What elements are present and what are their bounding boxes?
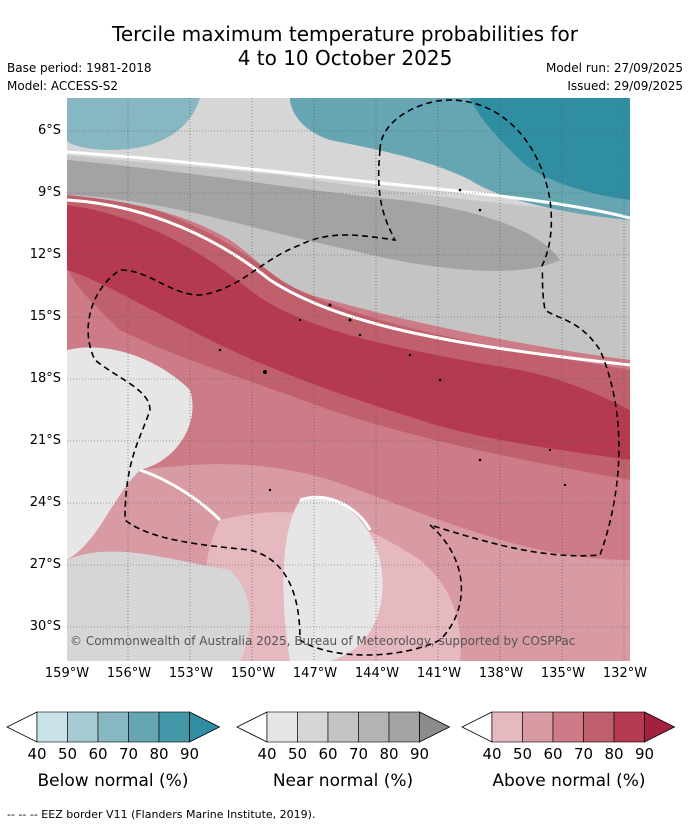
lat-label: 9°S: [37, 185, 61, 200]
map-field: [67, 98, 630, 661]
below-legend-min-arrow: [6, 711, 38, 743]
lat-label: 6°S: [37, 123, 61, 138]
lon-label: 135°W: [540, 666, 586, 681]
field-near-lowerleft: [67, 347, 193, 560]
legend-above-label: Above normal (%): [492, 771, 646, 791]
near-legend-swatch: [327, 711, 359, 743]
near-legend-tick: 80: [379, 745, 399, 763]
lon-label: 132°W: [602, 666, 648, 681]
model-name: Model: ACCESS-S2: [7, 79, 119, 93]
near-legend-tick: 50: [287, 745, 308, 763]
field-near-dark: [67, 160, 560, 271]
eez-border: [87, 99, 620, 656]
field-above-strongest: [67, 205, 630, 460]
field-near-bottomleft: [67, 551, 250, 661]
below-legend-tick: 90: [179, 745, 200, 763]
contour-middle: [67, 198, 630, 367]
above-legend-tick: 60: [543, 745, 563, 763]
below-legend-tick: 70: [118, 745, 139, 763]
near-legend-tick: 60: [318, 745, 338, 763]
near-legend-swatch: [266, 711, 298, 743]
model-run: Model run: 27/09/2025: [545, 61, 683, 75]
title-line-2: 4 to 10 October 2025: [237, 46, 453, 70]
above-legend-max-arrow: [644, 711, 676, 743]
lon-label: 150°W: [230, 666, 276, 681]
issued-date: Issued: 29/09/2025: [567, 79, 683, 93]
above-legend-swatch: [522, 711, 554, 743]
title-line-1: Tercile maximum temperature probabilitie…: [112, 22, 578, 46]
lat-label: 30°S: [29, 619, 61, 634]
contour-north: [67, 150, 630, 220]
above-legend-tick: 90: [634, 745, 655, 763]
near-legend-tick: 70: [348, 745, 369, 763]
lat-label: 12°S: [29, 247, 61, 262]
field-below-northwest: [67, 98, 200, 150]
near-legend-tick: 40: [257, 745, 277, 763]
below-legend-tick: 60: [88, 745, 108, 763]
near-legend-swatch: [297, 711, 329, 743]
legend-colorbars: [6, 711, 676, 743]
near-legend-swatch: [388, 711, 420, 743]
near-legend-swatch: [358, 711, 390, 743]
below-legend-tick: 40: [27, 745, 47, 763]
lon-label: 147°W: [292, 666, 338, 681]
above-legend-tick: 80: [604, 745, 624, 763]
lon-label: 141°W: [416, 666, 462, 681]
lat-label: 24°S: [29, 495, 61, 510]
islands: [218, 188, 567, 492]
below-legend-swatch: [158, 711, 190, 743]
above-legend-tick: 40: [482, 745, 502, 763]
meta-right: Model run: 27/09/2025 Issued: 29/09/2025: [546, 59, 683, 95]
lon-label: 159°W: [44, 666, 90, 681]
below-legend-swatch: [36, 711, 68, 743]
above-legend-swatch: [491, 711, 523, 743]
below-legend-swatch: [97, 711, 129, 743]
copyright-notice: © Commonwealth of Australia 2025, Bureau…: [70, 634, 576, 648]
lat-label: 21°S: [29, 433, 61, 448]
legend-near-label: Near normal (%): [272, 771, 414, 791]
lat-label: 27°S: [29, 557, 61, 572]
contour-south: [139, 468, 372, 531]
lon-label: 138°W: [478, 666, 524, 681]
below-legend-tick: 80: [149, 745, 169, 763]
above-legend-swatch: [613, 711, 645, 743]
lat-label: 15°S: [29, 309, 61, 324]
lon-label: 156°W: [106, 666, 152, 681]
below-legend-swatch: [128, 711, 160, 743]
near-legend-max-arrow: [419, 711, 451, 743]
above-legend-tick: 70: [573, 745, 594, 763]
lon-label: 144°W: [354, 666, 400, 681]
base-period: Base period: 1981-2018: [7, 61, 152, 75]
meta-left: Base period: 1981-2018 Model: ACCESS-S2: [7, 59, 152, 95]
near-legend-min-arrow: [236, 711, 268, 743]
below-legend-swatch: [67, 711, 99, 743]
lat-label: 18°S: [29, 371, 61, 386]
above-legend-swatch: [552, 711, 584, 743]
above-legend-swatch: [583, 711, 615, 743]
legend-below-label: Below normal (%): [37, 771, 189, 791]
below-legend-max-arrow: [189, 711, 221, 743]
above-legend-tick: 50: [512, 745, 533, 763]
below-legend-tick: 50: [57, 745, 78, 763]
lon-label: 153°W: [168, 666, 214, 681]
map-title: Tercile maximum temperature probabilitie…: [0, 22, 690, 70]
near-legend-tick: 90: [409, 745, 430, 763]
grid-lines: [67, 98, 630, 661]
eez-footnote: -- -- -- EEZ border V11 (Flanders Marine…: [7, 808, 316, 821]
above-legend-min-arrow: [461, 711, 493, 743]
field-near-center-south: [283, 498, 383, 661]
